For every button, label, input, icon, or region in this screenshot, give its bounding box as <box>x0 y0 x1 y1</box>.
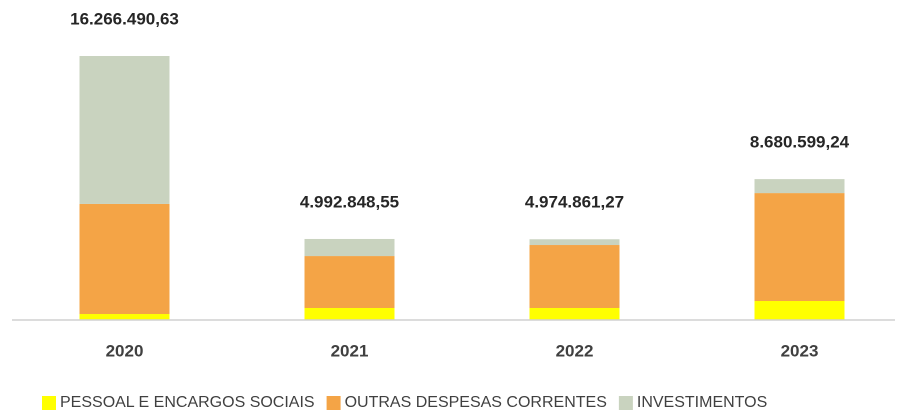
total-label: 8.680.599,24 <box>750 133 850 152</box>
bar-segment <box>79 203 170 314</box>
bar-segment <box>529 245 620 308</box>
x-tick-label: 2021 <box>331 341 369 360</box>
legend-label: OUTRAS DESPESAS CORRENTES <box>345 394 607 411</box>
bar-segment <box>304 238 395 257</box>
x-tick-label: 2020 <box>106 341 144 360</box>
bar-segment <box>754 301 845 320</box>
total-label: 16.266.490,63 <box>70 9 179 28</box>
x-tick-label: 2023 <box>781 341 819 360</box>
bar-segment <box>304 307 395 320</box>
total-label: 4.992.848,55 <box>300 192 399 211</box>
bar-segment <box>529 307 620 320</box>
legend-label: INVESTIMENTOS <box>637 394 767 411</box>
legend-swatch <box>326 396 341 410</box>
legend-swatch <box>618 396 633 410</box>
legend-swatch <box>42 396 56 410</box>
total-label: 4.974.861,27 <box>525 193 624 212</box>
bar-segment <box>529 239 620 246</box>
bar-segment <box>79 313 170 320</box>
bar-segment <box>304 256 395 308</box>
bar-segment <box>754 193 845 302</box>
bar-segment <box>754 179 845 194</box>
x-tick-label: 2022 <box>556 341 594 360</box>
bar-segment <box>79 56 170 204</box>
legend-label: PESSOAL E ENCARGOS SOCIAIS <box>60 394 315 411</box>
